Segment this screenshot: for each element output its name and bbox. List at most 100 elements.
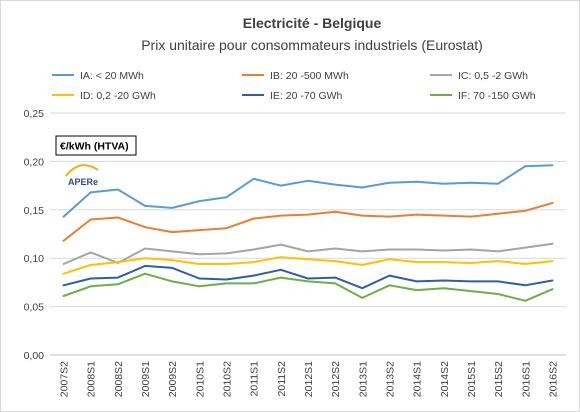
data-point [252, 282, 255, 285]
data-point [225, 278, 228, 281]
x-tick-label: 2007S2 [59, 361, 71, 397]
data-point [171, 231, 174, 234]
data-point [524, 165, 527, 168]
data-point [307, 213, 309, 216]
y-axis: 0,00 0,05 0,10 0,15 0,20 0,25 [24, 108, 45, 362]
data-point [497, 260, 499, 262]
data-point [117, 276, 119, 279]
data-point [551, 279, 554, 282]
y-tick-label: 0,25 [24, 108, 45, 120]
data-point [442, 261, 445, 263]
legend-label: ID: 0,2 -20 GWh [80, 90, 156, 102]
x-tick-label: 2014S2 [439, 361, 451, 397]
data-point [144, 205, 147, 207]
data-point [279, 243, 282, 246]
data-point [524, 299, 527, 302]
x-tick-label: 2014S1 [412, 361, 424, 397]
data-point [307, 258, 309, 261]
logo-text: APERe [68, 177, 98, 187]
data-point [225, 227, 228, 230]
legend-label: IA: < 20 MWh [80, 70, 144, 82]
data-point [442, 249, 445, 252]
data-point [415, 180, 418, 183]
data-point [388, 215, 391, 218]
y-tick-label: 0,10 [24, 253, 45, 265]
data-point [198, 263, 201, 265]
gridlines [50, 112, 566, 356]
data-point [144, 265, 147, 267]
data-point [89, 264, 92, 266]
data-point [198, 229, 201, 232]
data-point [334, 260, 337, 262]
data-point [470, 280, 472, 283]
data-point [470, 290, 472, 292]
data-point [89, 191, 92, 194]
data-point [497, 212, 499, 215]
x-tick-label: 2010S2 [222, 361, 234, 397]
data-point [551, 242, 554, 245]
data-point [225, 196, 228, 199]
data-point [198, 200, 201, 203]
data-point [307, 179, 309, 182]
data-point [470, 215, 472, 218]
data-point [279, 256, 282, 259]
legend-label: IF: 70 -150 GWh [458, 90, 536, 102]
data-point [470, 248, 472, 251]
x-tick-label: 2016S2 [547, 361, 559, 397]
data-point [551, 288, 554, 291]
data-point [252, 274, 255, 277]
data-point [198, 277, 201, 280]
series-group [62, 164, 554, 218]
data-point [442, 279, 445, 282]
series-group [62, 256, 554, 275]
data-point [144, 272, 147, 275]
x-tick-label: 2008S1 [86, 361, 98, 397]
legend: IA: < 20 MWh IB: 20 -500 MWh IC: 0,5 -2 GW… [52, 70, 536, 102]
series-group [62, 202, 554, 242]
data-point [551, 202, 554, 204]
data-point [442, 182, 445, 185]
data-point [62, 272, 65, 275]
data-point [388, 181, 391, 184]
series-group [62, 264, 554, 290]
x-tick-label: 2012S2 [330, 361, 342, 397]
data-point [388, 284, 391, 287]
data-point [171, 207, 174, 209]
data-point [279, 268, 282, 271]
data-point [497, 182, 499, 185]
data-point [388, 258, 391, 261]
x-tick-label: 2012S1 [303, 361, 315, 397]
data-point [279, 214, 282, 217]
x-axis: 2007S2 2008S1 2008S2 2009S1 2009S2 2010S1 2010… [59, 361, 560, 397]
y-tick-label: 0,15 [24, 205, 45, 217]
x-tick-label: 2009S1 [140, 361, 152, 397]
data-point [117, 216, 119, 219]
data-point [117, 283, 119, 286]
data-point [89, 285, 92, 288]
data-point [497, 293, 499, 295]
chart-subtitle: Prix unitaire pour consommateurs industr… [141, 37, 483, 53]
data-point [279, 276, 282, 279]
data-point [171, 280, 174, 283]
data-point [225, 282, 228, 285]
series-layer [62, 164, 554, 302]
y-tick-label: 0,05 [24, 302, 45, 314]
unit-label: €/kWh (HTVA) [60, 141, 129, 153]
data-point [524, 209, 527, 212]
data-point [524, 263, 527, 265]
data-point [252, 217, 255, 220]
x-tick-label: 2011S2 [276, 361, 288, 397]
apere-logo: APERe [65, 164, 99, 187]
x-tick-label: 2011S1 [249, 361, 261, 397]
data-point [144, 247, 147, 250]
data-point [361, 287, 364, 290]
data-point [361, 186, 364, 189]
data-point [62, 215, 65, 218]
data-point [252, 261, 255, 263]
data-point [89, 218, 92, 221]
data-point [62, 295, 65, 297]
data-point [279, 184, 282, 187]
data-point [89, 251, 92, 254]
